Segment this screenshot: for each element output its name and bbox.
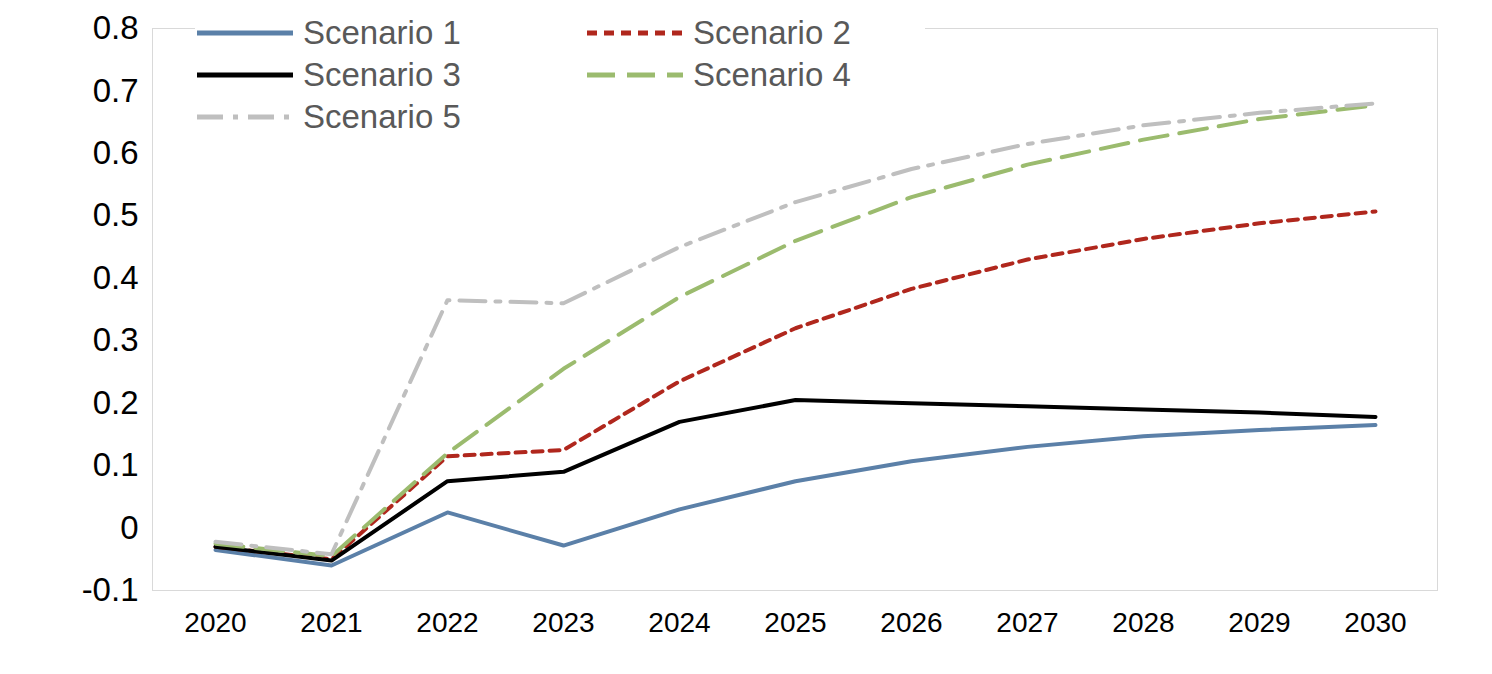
html-text:Scenario 4: Scenario 4 [693, 56, 851, 93]
svg-text:2021: 2021 [300, 607, 362, 638]
svg-text:2025: 2025 [764, 607, 826, 638]
svg-text:-0.1: -0.1 [82, 571, 139, 608]
html-text:Scenario 1: Scenario 1 [303, 14, 461, 51]
svg-text:0.1: 0.1 [93, 446, 139, 483]
svg-text:0: 0 [120, 509, 138, 546]
svg-text:0.6: 0.6 [93, 134, 139, 171]
svg-text:0.3: 0.3 [93, 321, 139, 358]
svg-text:0.4: 0.4 [93, 259, 139, 296]
svg-text:0.8: 0.8 [93, 9, 139, 46]
svg-text:2028: 2028 [1112, 607, 1174, 638]
html-text:Scenario 2: Scenario 2 [693, 14, 851, 51]
svg-text:2027: 2027 [996, 607, 1058, 638]
html-text:Scenario 3: Scenario 3 [303, 56, 461, 93]
html-text:Scenario 5: Scenario 5 [303, 98, 461, 135]
svg-text:2023: 2023 [532, 607, 594, 638]
svg-text:2029: 2029 [1228, 607, 1290, 638]
svg-text:2022: 2022 [416, 607, 478, 638]
svg-text:0.7: 0.7 [93, 72, 139, 109]
svg-text:2024: 2024 [648, 607, 710, 638]
svg-text:2020: 2020 [184, 607, 246, 638]
svg-text:2030: 2030 [1344, 607, 1406, 638]
svg-text:2026: 2026 [880, 607, 942, 638]
svg-text:0.5: 0.5 [93, 196, 139, 233]
svg-text:0.2: 0.2 [93, 384, 139, 421]
